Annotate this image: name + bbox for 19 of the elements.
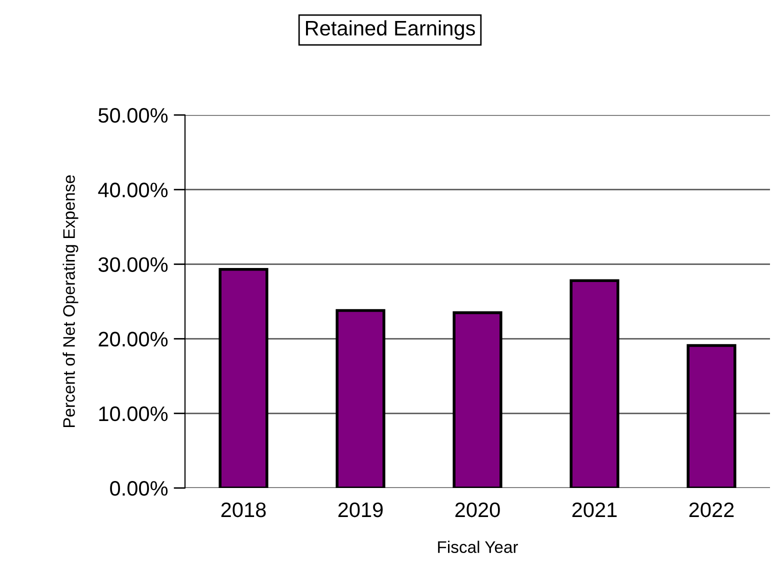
x-tick-label: 2022 — [689, 502, 734, 518]
y-tick-label: 40.00% — [98, 182, 168, 198]
x-tick-label: 2020 — [455, 502, 500, 518]
bar — [452, 311, 502, 488]
y-tick-label: 10.00% — [99, 406, 168, 422]
y-tick-label: 30.00% — [98, 257, 168, 272]
y-tick-label: 20.00% — [98, 332, 168, 347]
x-tick-label: 2018 — [221, 502, 266, 518]
bar — [336, 309, 386, 488]
bar — [570, 279, 620, 488]
x-tick-label: 2019 — [338, 502, 383, 518]
x-axis-title: Fiscal Year — [438, 540, 518, 553]
bar — [218, 268, 268, 488]
chart-title: Retained Earnings — [306, 20, 475, 40]
y-tick-label: 0.00% — [110, 481, 168, 496]
bar — [686, 344, 736, 488]
y-tick-label: 50.00% — [98, 108, 168, 123]
x-tick-label: 2021 — [572, 502, 617, 518]
y-axis-title: Percent of Net Operating Expense — [62, 175, 78, 428]
